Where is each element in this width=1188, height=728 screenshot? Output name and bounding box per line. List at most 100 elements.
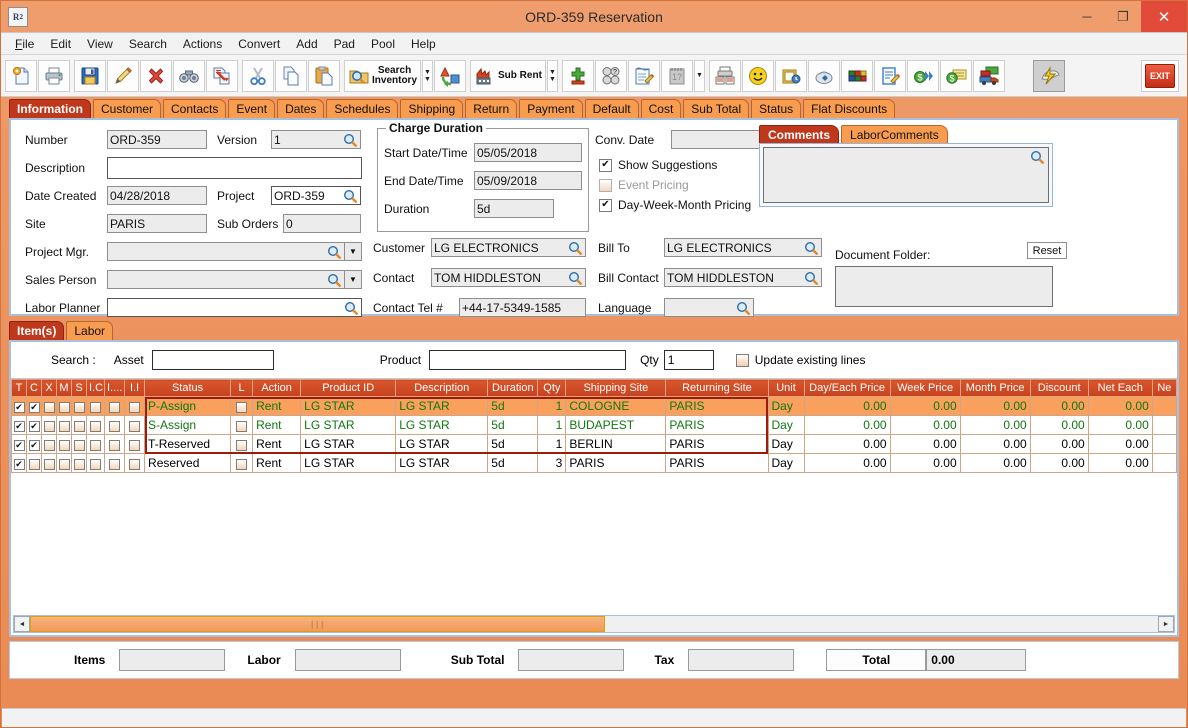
tab-contacts[interactable]: Contacts — [163, 99, 227, 118]
row-checkbox-cell[interactable] — [56, 415, 72, 435]
cell-description[interactable]: LG STAR — [395, 396, 489, 416]
grid-horizontal-scrollbar[interactable]: ◄ ∣∣∣ ► — [13, 615, 1175, 633]
tab-customer[interactable]: Customer — [93, 99, 162, 118]
cell-day-each-price[interactable]: 0.00 — [803, 434, 891, 454]
payment-forward-icon[interactable]: $ — [906, 59, 939, 92]
row-checkbox-cell[interactable] — [26, 453, 42, 473]
col-status[interactable]: Status — [144, 379, 232, 397]
close-button[interactable]: ✕ — [1141, 1, 1187, 32]
checkbox-unchecked-icon[interactable] — [43, 439, 55, 451]
smiley-icon[interactable] — [741, 59, 774, 92]
cell-l-checkbox[interactable] — [230, 434, 254, 454]
row-checkbox-cell[interactable] — [103, 396, 126, 416]
cell-returning-site[interactable]: PARIS — [665, 396, 769, 416]
row-checkbox-cell[interactable]: ✔ — [11, 434, 27, 454]
comments-search-icon[interactable] — [1030, 150, 1045, 167]
find-binoculars-icon[interactable] — [173, 59, 205, 92]
cell-discount[interactable]: 0.00 — [1029, 434, 1089, 454]
row-checkbox-cell[interactable]: ✔ — [11, 453, 27, 473]
row-checkbox-cell[interactable] — [56, 396, 72, 416]
tab-items[interactable]: Item(s) — [9, 321, 65, 340]
cell-duration[interactable]: 5d — [487, 434, 539, 454]
checkbox-unchecked-icon[interactable] — [236, 458, 248, 470]
col-discount[interactable]: Discount — [1029, 379, 1089, 397]
cell-shipping-site[interactable]: PARIS — [565, 453, 667, 473]
checkbox-checked-icon[interactable]: ✔ — [28, 401, 40, 413]
tab-information[interactable]: Information — [9, 99, 91, 118]
checkbox-unchecked-icon[interactable] — [73, 439, 85, 451]
col-action[interactable]: Action — [252, 379, 302, 397]
schedule-pad-icon[interactable]: 1? — [660, 59, 693, 92]
col-m[interactable]: M — [56, 379, 72, 397]
sales-person-dropdown[interactable]: ▼ — [345, 270, 362, 289]
menu-add[interactable]: Add — [296, 36, 318, 51]
checkbox-unchecked-icon[interactable] — [90, 439, 101, 451]
row-checkbox-cell[interactable] — [71, 415, 87, 435]
row-checkbox-cell[interactable] — [71, 396, 87, 416]
cell-week-price[interactable]: 0.00 — [889, 415, 961, 435]
number-field[interactable]: ORD-359 — [107, 130, 207, 149]
menu-help[interactable]: Help — [411, 36, 436, 51]
cell-duration[interactable]: 5d — [487, 453, 539, 473]
sales-person-search-icon[interactable] — [327, 273, 342, 287]
contact-search-icon[interactable] — [568, 271, 583, 285]
cell-month-price[interactable]: 0.00 — [959, 396, 1031, 416]
checkbox-unchecked-icon[interactable] — [90, 458, 101, 470]
language-field[interactable] — [664, 298, 754, 317]
cell-shipping-site[interactable]: BUDAPEST — [565, 415, 667, 435]
table-row[interactable]: ✔ Reserved Rent LG STAR LG STAR 5d 3 PARIS PARIS… — [11, 453, 1178, 473]
checkbox-unchecked-icon[interactable] — [109, 401, 120, 413]
cell-qty[interactable]: 1 — [537, 434, 567, 454]
asset-input[interactable] — [151, 350, 274, 370]
tab-shipping[interactable]: Shipping — [400, 99, 464, 118]
menu-pad[interactable]: Pad — [333, 36, 355, 51]
cell-duration[interactable]: 5d — [487, 396, 539, 416]
checkbox-unchecked-icon[interactable] — [58, 439, 70, 451]
cell-qty[interactable]: 1 — [537, 396, 567, 416]
table-row[interactable]: ✔ ✔ P-Assign Rent LG STAR LG STAR 5d 1 COLOGNE PA… — [11, 396, 1178, 416]
report-edit-icon[interactable] — [873, 59, 906, 92]
subtab-labor-comments[interactable]: LaborComments — [841, 125, 948, 143]
cell-net[interactable] — [1151, 453, 1178, 473]
cell-action[interactable]: Rent — [252, 434, 302, 454]
checkbox-unchecked-icon[interactable] — [90, 401, 101, 413]
day-week-month-pricing-checkbox[interactable]: ✔ — [599, 198, 612, 212]
row-checkbox-cell[interactable]: ✔ — [26, 396, 42, 416]
labor-planner-field[interactable] — [107, 298, 362, 317]
row-checkbox-cell[interactable] — [41, 415, 57, 435]
col-unit[interactable]: Unit — [767, 379, 805, 397]
delete-icon[interactable] — [140, 59, 172, 92]
cell-shipping-site[interactable]: COLOGNE — [565, 396, 667, 416]
print-documents-icon[interactable] — [708, 59, 741, 92]
checkbox-unchecked-icon[interactable] — [43, 420, 55, 432]
exit-button[interactable]: EXIT — [1141, 59, 1179, 92]
tab-dates[interactable]: Dates — [277, 99, 325, 118]
cell-discount[interactable]: 0.00 — [1029, 396, 1089, 416]
col-qty[interactable]: Qty — [537, 379, 567, 397]
bill-to-search-icon[interactable] — [804, 241, 819, 255]
checkbox-checked-icon[interactable]: ✔ — [28, 420, 40, 432]
cell-net[interactable] — [1151, 434, 1178, 454]
assign-document-icon[interactable] — [206, 59, 238, 92]
document-folder-field[interactable] — [835, 266, 1053, 307]
tab-status[interactable]: Status — [751, 99, 802, 118]
checkbox-unchecked-icon[interactable] — [129, 458, 141, 470]
row-checkbox-cell[interactable] — [86, 396, 105, 416]
col-returning-site[interactable]: Returning Site — [665, 379, 769, 397]
tab-flat-discounts[interactable]: Flat Discounts — [803, 99, 896, 118]
row-checkbox-cell[interactable] — [124, 434, 146, 454]
cell-status[interactable]: Reserved — [144, 453, 232, 473]
version-search-icon[interactable] — [343, 133, 358, 147]
minimize-button[interactable]: ─ — [1082, 9, 1092, 24]
cell-status[interactable]: S-Assign — [144, 415, 232, 435]
sub-rent-button[interactable]: Sub Rent — [470, 59, 546, 92]
paste-icon[interactable] — [308, 59, 340, 92]
bill-to-field[interactable]: LG ELECTRONICS — [664, 238, 822, 257]
checkbox-unchecked-icon[interactable] — [109, 458, 120, 470]
checkbox-unchecked-icon[interactable] — [58, 458, 70, 470]
checkbox-checked-icon[interactable]: ✔ — [13, 401, 25, 413]
col-week-price[interactable]: Week Price — [889, 379, 961, 397]
search-inventory-dropdown[interactable]: ▼ ▼ — [422, 59, 434, 92]
cell-status[interactable]: P-Assign — [144, 396, 232, 416]
tab-payment[interactable]: Payment — [519, 99, 583, 118]
